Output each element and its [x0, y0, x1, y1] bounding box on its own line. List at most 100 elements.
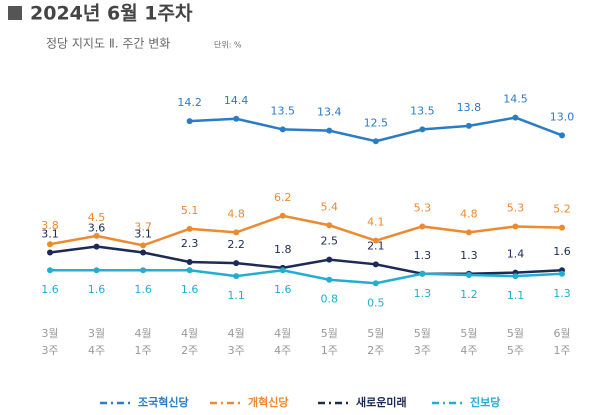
point — [233, 115, 240, 122]
value-label: 12.5 — [364, 116, 389, 129]
unit-note: 단위: % — [214, 40, 242, 50]
value-label: 1.4 — [507, 248, 525, 261]
point — [140, 242, 147, 249]
x-tick-label: 1주 — [135, 344, 152, 357]
title-marker — [8, 6, 22, 20]
x-tick-label: 3주 — [414, 344, 431, 357]
value-label: 6.2 — [274, 191, 292, 204]
point — [512, 273, 519, 280]
value-label: 5.3 — [507, 201, 525, 214]
point — [372, 280, 379, 287]
x-tick-label: 4주 — [88, 344, 105, 357]
value-label: 2.1 — [367, 239, 385, 252]
value-label: 5.4 — [321, 200, 339, 213]
value-label: 1.2 — [460, 288, 478, 301]
x-tick-label: 4주 — [460, 344, 477, 357]
point — [559, 132, 565, 139]
value-label: 1.6 — [134, 283, 152, 296]
point — [419, 270, 426, 277]
point — [465, 229, 472, 236]
value-label: 0.8 — [321, 293, 339, 306]
value-label: 3.6 — [88, 222, 106, 235]
point — [186, 118, 193, 125]
point — [465, 122, 472, 129]
value-label: 4.1 — [367, 216, 385, 229]
value-label: 1.6 — [274, 283, 292, 296]
legend-label: 새로운미래 — [356, 395, 407, 409]
value-label: 3.1 — [41, 227, 59, 240]
value-label: 2.2 — [227, 238, 245, 251]
legend-label: 진보당 — [470, 395, 500, 409]
value-label: 1.6 — [553, 245, 571, 258]
point — [140, 267, 147, 274]
legend-label: 개혁신당 — [248, 395, 288, 409]
point — [512, 114, 519, 121]
value-label: 14.4 — [224, 94, 249, 107]
x-tick-label: 4월 — [135, 327, 152, 340]
x-tick-label: 5월 — [507, 327, 524, 340]
point — [47, 241, 53, 248]
point — [419, 126, 426, 133]
value-label: 3.1 — [134, 227, 152, 240]
value-label: 5.1 — [181, 204, 199, 217]
point — [279, 267, 286, 274]
value-label: 4.8 — [227, 207, 245, 220]
point — [233, 260, 240, 267]
point — [559, 224, 565, 231]
x-tick-label: 4월 — [228, 327, 245, 340]
value-label: 14.5 — [503, 93, 528, 106]
point — [140, 249, 147, 256]
point — [186, 225, 193, 232]
value-label: 1.3 — [460, 249, 478, 262]
value-label: 5.3 — [414, 201, 432, 214]
point — [47, 267, 53, 274]
value-label: 2.5 — [321, 235, 339, 248]
x-tick-label: 3주 — [41, 344, 58, 357]
x-tick-label: 2주 — [181, 344, 198, 357]
chart-title: 2024년 6월 1주차 — [30, 3, 193, 25]
chart-subtitle: 정당 지지도 Ⅱ. 주간 변화 — [46, 37, 170, 51]
x-tick-label: 3월 — [41, 327, 58, 340]
value-label: 1.3 — [414, 249, 432, 262]
x-tick-label: 3월 — [88, 327, 105, 340]
point — [559, 270, 565, 277]
point — [93, 243, 100, 250]
value-label: 5.2 — [553, 203, 571, 216]
point — [279, 212, 286, 219]
point — [233, 273, 240, 280]
point — [93, 267, 100, 274]
point — [233, 229, 240, 236]
point — [279, 126, 286, 133]
value-label: 13.5 — [270, 104, 295, 117]
value-label: 13.8 — [457, 101, 482, 114]
x-tick-label: 6월 — [553, 327, 570, 340]
value-label: 2.3 — [181, 237, 199, 250]
value-label: 13.0 — [550, 110, 575, 123]
x-tick-label: 5월 — [414, 327, 431, 340]
value-label: 1.3 — [553, 287, 571, 300]
series-line — [49, 214, 563, 247]
value-label: 4.5 — [88, 211, 106, 224]
x-tick-label: 5월 — [321, 327, 338, 340]
value-label: 14.2 — [177, 96, 202, 109]
x-tick-label: 5월 — [367, 327, 384, 340]
x-tick-label: 5월 — [460, 327, 477, 340]
value-label: 1.3 — [414, 287, 432, 300]
point — [186, 258, 193, 265]
value-label: 1.8 — [274, 243, 292, 256]
value-label: 1.1 — [507, 289, 525, 302]
point — [419, 223, 426, 230]
value-label: 0.5 — [367, 296, 385, 309]
point — [93, 232, 100, 239]
value-label: 1.6 — [88, 283, 106, 296]
point — [326, 256, 333, 263]
value-label: 1.6 — [181, 283, 199, 296]
legend-label: 조국혁신당 — [138, 395, 189, 409]
point — [326, 276, 333, 283]
value-label: 1.6 — [41, 283, 59, 296]
x-tick-label: 1주 — [553, 344, 570, 357]
value-label: 4.8 — [460, 207, 478, 220]
x-tick-label: 3주 — [228, 344, 245, 357]
x-tick-label: 4월 — [274, 327, 291, 340]
value-label: 1.1 — [227, 289, 245, 302]
